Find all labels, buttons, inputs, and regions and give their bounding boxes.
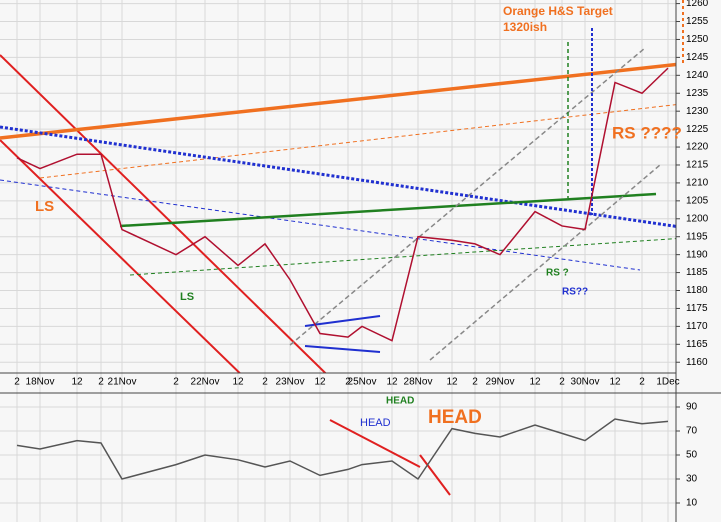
gray-channel	[429, 164, 661, 361]
y-tick-label: 1220	[686, 142, 709, 153]
y-tick-label: 1250	[686, 34, 709, 45]
y-tick-label: 1170	[686, 321, 708, 332]
red-channel	[329, 419, 421, 468]
x-tick-label: 2	[262, 377, 268, 388]
x-tick-label: 12	[314, 377, 326, 388]
x-tick-label: 23Nov	[276, 377, 305, 388]
y-tick-label: 1260	[686, 0, 709, 9]
x-tick-label: 30Nov	[571, 377, 600, 388]
x-tick-label: 12	[609, 377, 621, 388]
y-tick-label: 1200	[686, 213, 709, 224]
x-tick-label: 2	[472, 377, 478, 388]
x-tick-label: 1Dec	[656, 377, 679, 388]
green-dashed	[129, 238, 676, 276]
annotation: HEAD	[386, 396, 414, 407]
x-tick-label: 22Nov	[191, 377, 220, 388]
y-tick-label: 10	[686, 498, 698, 509]
annotation: HEAD	[428, 407, 482, 428]
y-tick-label: 1185	[686, 267, 708, 278]
red-channel	[419, 454, 451, 496]
y-tick-label: 70	[686, 426, 698, 437]
flag	[304, 315, 381, 327]
price-line	[16, 67, 669, 342]
flag	[304, 345, 381, 353]
y-tick-label: 1245	[686, 52, 709, 63]
annotation: RS ?	[546, 268, 569, 279]
y-tick-label: 1240	[686, 70, 709, 81]
x-tick-label: 28Nov	[404, 377, 433, 388]
y-tick-label: 1180	[686, 285, 708, 296]
y-tick-label: 1225	[686, 124, 709, 135]
y-tick-label: 1160	[686, 357, 708, 368]
annotation: Orange H&S Target	[503, 4, 613, 18]
y-tick-label: 1215	[686, 160, 709, 171]
x-tick-label: 21Nov	[108, 377, 137, 388]
y-tick-label: 1205	[686, 195, 709, 206]
y-tick-label: 1165	[686, 339, 708, 350]
x-tick-label: 2	[98, 377, 104, 388]
price-line	[16, 418, 669, 481]
y-tick-label: 1210	[686, 178, 709, 189]
annotation: RS??	[562, 287, 588, 298]
blue-thin	[0, 179, 641, 271]
y-tick-label: 1235	[686, 88, 709, 99]
x-tick-label: 2	[639, 377, 645, 388]
x-tick-label: 2	[173, 377, 179, 388]
y-tick-label: 1255	[686, 16, 709, 27]
gray-channel	[289, 47, 646, 346]
x-tick-label: 12	[232, 377, 244, 388]
y-tick-label: 30	[686, 474, 698, 485]
x-tick-label: 29Nov	[486, 377, 515, 388]
blue-dotted	[0, 125, 676, 228]
annotation: HEAD	[360, 417, 391, 429]
annotation: 1320ish	[503, 20, 547, 34]
y-tick-label: 1190	[686, 249, 708, 260]
y-tick-label: 1175	[686, 303, 708, 314]
y-tick-label: 90	[686, 402, 698, 413]
x-tick-label: 12	[529, 377, 541, 388]
annotation: RS ????	[612, 123, 682, 142]
x-tick-label: 18Nov	[26, 377, 55, 388]
red-channel	[0, 54, 327, 373]
trend-lines	[0, 28, 676, 373]
red-channel	[0, 139, 242, 373]
x-tick-label: 2	[559, 377, 565, 388]
x-tick-label: 12	[71, 377, 83, 388]
y-tick-label: 1230	[686, 106, 709, 117]
neckline	[0, 62, 676, 140]
green-line	[119, 192, 657, 228]
x-tick-label: 25Nov	[348, 377, 377, 388]
annotation: LS	[35, 198, 54, 215]
annotation: LS	[180, 291, 194, 303]
x-tick-label: 12	[386, 377, 398, 388]
x-tick-label: 12	[446, 377, 458, 388]
y-tick-label: 50	[686, 450, 698, 461]
x-tick-label: 2	[345, 377, 351, 388]
x-tick-label: 2	[14, 377, 20, 388]
y-tick-label: 1195	[686, 231, 708, 242]
